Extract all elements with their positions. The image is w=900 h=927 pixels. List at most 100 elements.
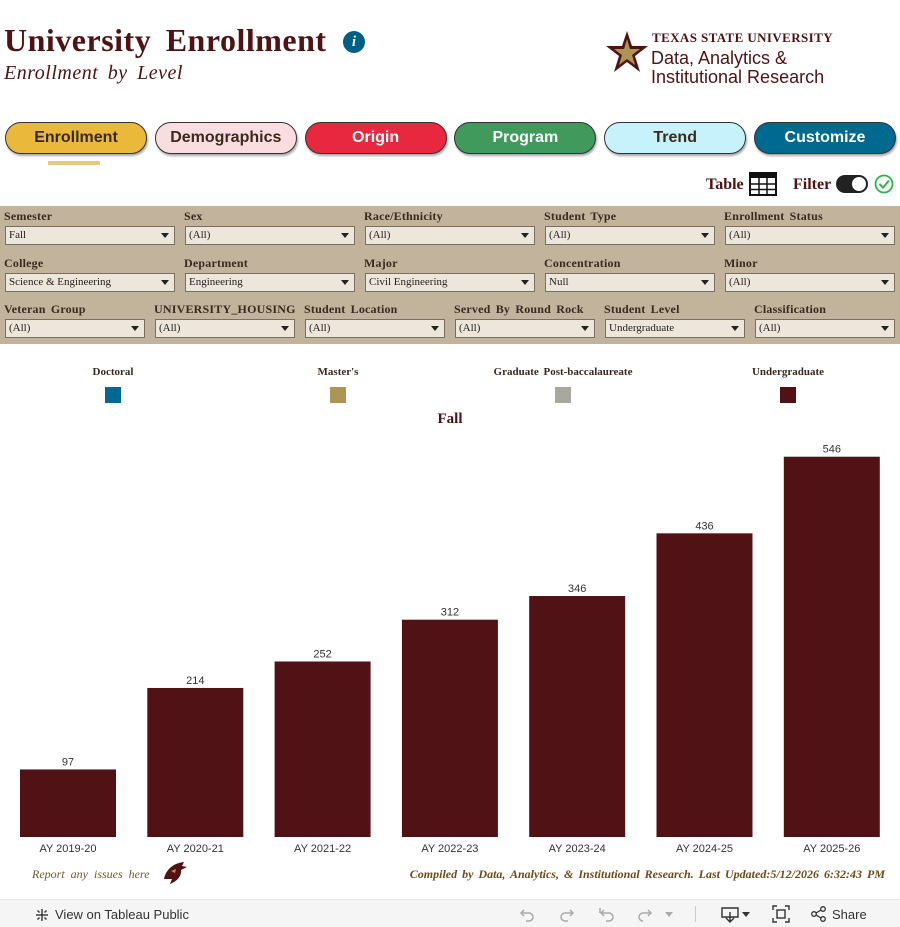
bar-ay-2021-22[interactable] [274, 661, 371, 837]
filter-select-classification[interactable]: (All) [755, 319, 895, 338]
x-tick-label: AY 2025-26 [803, 843, 860, 855]
chart-title: Fall [437, 411, 463, 427]
download-icon[interactable] [720, 905, 740, 923]
filter-select-student-level[interactable]: Undergraduate [605, 319, 745, 338]
filter-select-student-location[interactable]: (All) [305, 319, 445, 338]
filter-select-race-ethnicity[interactable]: (All) [365, 226, 535, 245]
bar-value-label: 312 [441, 607, 459, 619]
filter-label-student-type: Student Type [544, 209, 617, 223]
bar-ay-2020-21[interactable] [147, 687, 244, 837]
filter-label-classification: Classification [754, 302, 827, 316]
filter-select-served-by-round-rock[interactable]: (All) [455, 319, 595, 338]
x-tick-label: AY 2023-24 [549, 843, 606, 855]
dropdown-arrow-icon [701, 280, 709, 285]
legend-label-undergraduate: Undergraduate [751, 366, 825, 378]
filter-select-department[interactable]: Engineering [185, 273, 355, 292]
tab-trend[interactable]: Trend [604, 122, 747, 154]
filter-select-semester[interactable]: Fall [5, 226, 175, 245]
dropdown-arrow-icon [881, 280, 889, 285]
bar-value-label: 97 [62, 756, 74, 768]
tab-enrollment[interactable]: Enrollment [5, 122, 147, 154]
filter-select-enrollment-status[interactable]: (All) [725, 226, 895, 245]
bobcat-icon[interactable] [160, 857, 190, 887]
fullscreen-icon[interactable] [772, 905, 790, 923]
filter-value: Science & Engineering [9, 276, 112, 288]
bar-value-label: 546 [823, 444, 841, 456]
table-grid-icon[interactable] [749, 172, 777, 196]
bar-ay-2023-24[interactable] [529, 596, 626, 837]
refresh-icon[interactable] [636, 905, 654, 923]
filter-select-sex[interactable]: (All) [185, 226, 355, 245]
undo-icon[interactable] [518, 905, 536, 923]
filter-panel: Semester Fall Sex (All) Race/Ethnicity (All) S… [0, 206, 900, 344]
filter-label-student-location: Student Location [304, 302, 398, 316]
filter-label-university-housing: UNIVERSITY_HOUSING [154, 302, 296, 316]
page-title: University Enrollment [4, 22, 327, 58]
filter-label-veteran-group: Veteran Group [4, 302, 86, 316]
filter-value: (All) [459, 322, 481, 334]
bar-value-label: 346 [568, 583, 586, 595]
logo-dept-line1: Data, Analytics & [651, 48, 788, 68]
filter-select-student-type[interactable]: (All) [545, 226, 715, 245]
tab-origin[interactable]: Origin [304, 122, 447, 154]
bar-value-label: 436 [695, 520, 713, 532]
legend-swatch-undergraduate[interactable] [780, 387, 796, 403]
dropdown-arrow-icon [161, 280, 169, 285]
x-tick-label: AY 2024-25 [676, 843, 733, 855]
report-issues-link[interactable]: Report any issues here [32, 867, 150, 881]
filter-value: Engineering [189, 276, 243, 288]
redo-icon[interactable] [558, 905, 576, 923]
filter-value: (All) [729, 276, 751, 288]
logo-university-name: TEXAS STATE UNIVERSITY [652, 30, 833, 45]
bar-ay-2024-25[interactable] [656, 533, 753, 837]
tab-customize[interactable]: Customize [754, 122, 896, 154]
filter-value: (All) [159, 322, 181, 334]
txst-dair-logo: TEXAS STATE UNIVERSITY Data, Analytics &… [605, 28, 845, 88]
download-chevron-icon[interactable] [741, 911, 751, 919]
filter-value: Undergraduate [609, 322, 675, 334]
legend-swatch-master-s[interactable] [330, 387, 346, 403]
bar-value-label: 214 [186, 675, 204, 687]
share-button[interactable]: Share [832, 907, 867, 922]
tab-program[interactable]: Program [454, 122, 597, 154]
chevron-down-icon[interactable] [664, 911, 674, 919]
filter-select-minor[interactable]: (All) [725, 273, 895, 292]
dropdown-arrow-icon [521, 280, 529, 285]
dropdown-arrow-icon [881, 326, 889, 331]
dropdown-arrow-icon [881, 233, 889, 238]
view-on-tableau-link[interactable]: View on Tableau Public [55, 907, 189, 922]
filter-toggle[interactable] [836, 175, 868, 193]
dropdown-arrow-icon [341, 233, 349, 238]
filter-label-semester: Semester [4, 209, 53, 223]
filter-value: (All) [369, 229, 391, 241]
info-icon[interactable]: i [343, 31, 365, 53]
dropdown-arrow-icon [131, 326, 139, 331]
filter-label-race-ethnicity: Race/Ethnicity [364, 209, 443, 223]
filter-select-veteran-group[interactable]: (All) [5, 319, 145, 338]
filter-select-university-housing[interactable]: (All) [155, 319, 295, 338]
revert-icon[interactable] [598, 905, 616, 923]
tableau-toolbar: View on Tableau Public Share [0, 899, 900, 927]
legend-swatch-graduate-post-baccalaureate[interactable] [555, 387, 571, 403]
filter-select-college[interactable]: Science & Engineering [5, 273, 175, 292]
toggle-knob [852, 177, 866, 191]
filter-select-concentration[interactable]: Null [545, 273, 715, 292]
filter-label-served-by-round-rock: Served By Round Rock [454, 302, 584, 316]
bar-ay-2025-26[interactable] [783, 456, 880, 837]
filter-value: Null [549, 276, 569, 288]
legend-swatch-doctoral[interactable] [105, 387, 121, 403]
filter-value: Civil Engineering [369, 276, 448, 288]
bar-ay-2022-23[interactable] [401, 619, 498, 837]
dropdown-arrow-icon [581, 326, 589, 331]
x-tick-label: AY 2019-20 [39, 843, 96, 855]
filter-value: (All) [729, 229, 751, 241]
share-icon[interactable] [810, 905, 828, 923]
tab-demographics[interactable]: Demographics [154, 122, 297, 154]
filter-select-major[interactable]: Civil Engineering [365, 273, 535, 292]
filter-label-enrollment-status: Enrollment Status [724, 209, 823, 223]
filter-value: (All) [9, 322, 31, 334]
bar-ay-2019-20[interactable] [20, 769, 116, 837]
filter-label-department: Department [184, 256, 248, 270]
filter-value: (All) [309, 322, 331, 334]
filter-label-college: College [4, 256, 44, 270]
